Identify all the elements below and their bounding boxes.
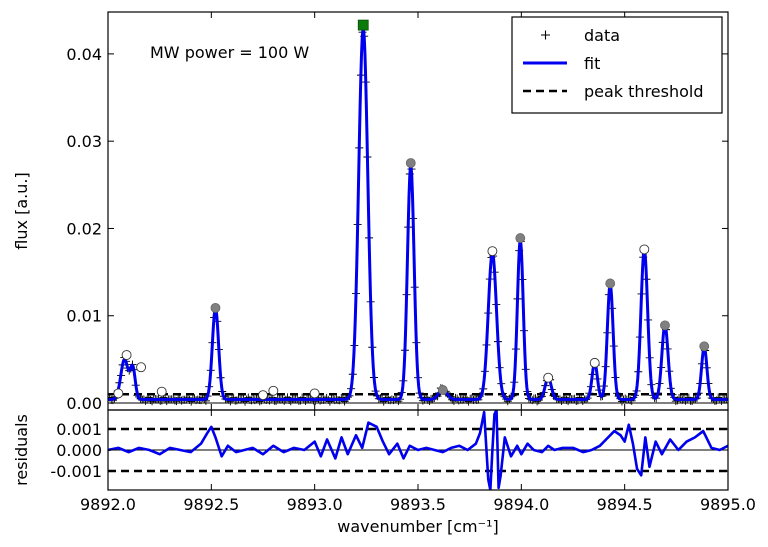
x-tick-label: 9893.0 [287, 495, 343, 514]
max-peak-marker [357, 19, 369, 31]
legend-entry-peak-threshold: peak threshold [523, 82, 704, 101]
x-axis-label: wavenumber [cm⁻¹] [337, 517, 498, 536]
legend-frame [511, 16, 723, 114]
x-tick-label: 9895.0 [700, 495, 756, 514]
residual-y-tick-label: 0.000 [56, 441, 102, 460]
residuals-series-layer [108, 410, 728, 490]
weak-peak-marker [156, 386, 167, 397]
residual-y-tick-label: -0.001 [50, 462, 102, 481]
power-annotation: MW power = 100 W [150, 43, 309, 62]
legend-label-data: data [584, 26, 620, 45]
residual-y-tick-label: 0.001 [56, 420, 102, 439]
y-tick-label: 0.02 [66, 219, 102, 238]
legend-label-fit: fit [584, 54, 600, 73]
weak-peak-marker [487, 246, 498, 257]
legend: data fit peak threshold [511, 16, 723, 114]
legend-entry-fit: fit [523, 54, 600, 73]
main-threshold-layer [108, 393, 728, 404]
y-tick-label: 0.00 [66, 394, 102, 413]
peak-markers-layer [113, 19, 710, 401]
y-tick-label: 0.04 [66, 45, 102, 64]
x-tick-label: 9892.0 [80, 495, 136, 514]
x-tick-label: 9894.5 [597, 495, 653, 514]
weak-peak-marker [309, 388, 320, 399]
fit-curve-layer [108, 28, 728, 402]
weak-peak-marker [589, 357, 600, 368]
weak-peak-marker [639, 244, 650, 255]
legend-data-marker [541, 30, 550, 40]
weak-peak-marker [113, 388, 124, 399]
residuals-axis-label: residuals [12, 414, 31, 486]
fit-line [108, 28, 728, 402]
peak-marker [210, 302, 221, 313]
weak-peak-marker [268, 385, 279, 396]
peak-marker [437, 385, 448, 395]
weak-peak-marker [136, 362, 147, 373]
residuals-line [108, 410, 728, 490]
y-tick-label: 0.03 [66, 132, 102, 151]
weak-peak-marker [121, 350, 132, 360]
y-tick-label: 0.01 [66, 307, 102, 326]
weak-peak-marker [258, 390, 268, 401]
peak-marker [699, 341, 710, 352]
y-axis-label: flux [a.u.] [12, 172, 31, 249]
weak-peak-marker [543, 372, 554, 383]
tick-labels-layer: 9892.0 9892.5 9893.0 9893.5 9894.0 9894.5 9895… [50, 45, 756, 514]
legend-label-peak-threshold: peak threshold [584, 82, 704, 101]
legend-entry-data: data [541, 26, 620, 45]
peak-marker [405, 158, 416, 168]
x-tick-label: 9893.5 [390, 495, 446, 514]
residuals-plot-frame [107, 409, 729, 491]
peak-marker [660, 320, 670, 331]
peak-marker [515, 233, 526, 243]
peak-marker [605, 278, 616, 289]
x-tick-label: 9892.5 [183, 495, 239, 514]
x-tick-label: 9894.0 [493, 495, 549, 514]
